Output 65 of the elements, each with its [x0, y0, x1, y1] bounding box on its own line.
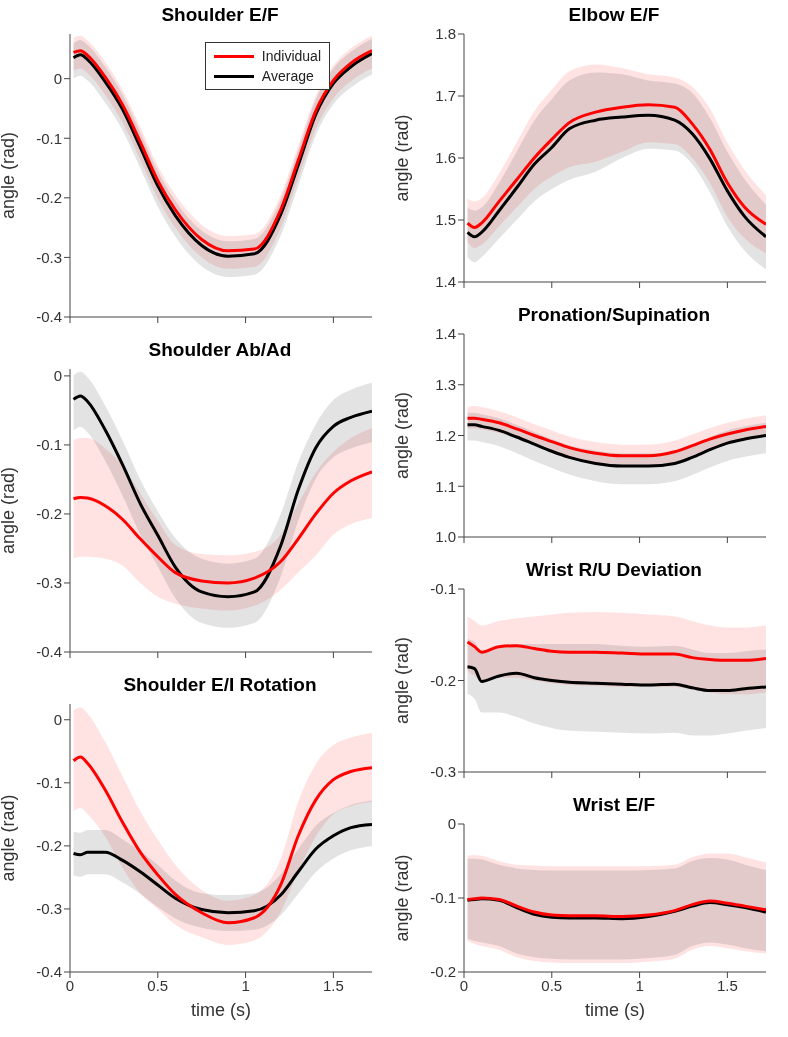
chart-title: Wrist E/F	[572, 794, 656, 816]
y-axis-title: angle (rad)	[392, 391, 413, 480]
x-tick-label: 1.5	[716, 976, 738, 994]
y-tick-label: 1.4	[435, 325, 456, 343]
line-series	[466, 640, 766, 662]
y-tick-label: 1.0	[435, 528, 456, 546]
chart-title: Pronation/Supination	[516, 304, 712, 326]
y-tick-label: -0.2	[36, 505, 62, 523]
y-tick-label: 0	[447, 815, 456, 833]
y-tick-label: 1.1	[435, 477, 456, 495]
y-tick-label: -0.2	[36, 189, 62, 207]
y-tick-label: -0.3	[36, 900, 62, 918]
y-tick-label: -0.4	[36, 963, 62, 981]
y-tick-label: -0.4	[36, 643, 62, 661]
line-series	[72, 755, 372, 925]
y-tick-label: -0.1	[36, 774, 62, 792]
line-series	[466, 423, 766, 468]
line-series	[72, 822, 372, 915]
legend-label: Individual	[261, 47, 321, 66]
x-tick-label: 0	[65, 976, 75, 994]
y-tick-label: 0	[53, 367, 62, 385]
x-tick-label: 0.5	[147, 976, 169, 994]
y-axis-title: angle (rad)	[392, 114, 413, 202]
y-tick-label: 1.2	[435, 426, 456, 444]
y-tick-label: 1.3	[435, 376, 456, 394]
y-tick-label: -0.1	[36, 436, 62, 454]
line-series	[466, 416, 766, 458]
chart-title: Elbow E/F	[567, 4, 661, 26]
y-tick-label: -0.2	[36, 837, 62, 855]
y-tick-label: -0.2	[430, 963, 456, 981]
y-tick-label: 1.4	[435, 273, 456, 291]
x-axis-title: time (s)	[191, 1000, 251, 1020]
x-tick-label: 0.5	[541, 976, 563, 994]
x-tick-label: 0	[459, 976, 469, 994]
y-tick-label: 1.7	[435, 87, 456, 105]
line-series	[72, 470, 372, 585]
y-tick-label: -0.3	[36, 574, 62, 592]
chart-title: Wrist R/U Deviation	[525, 559, 703, 581]
y-tick-label: 0	[53, 70, 62, 88]
y-tick-label: -0.1	[36, 129, 62, 147]
y-tick-label: 1.5	[435, 211, 456, 229]
x-tick-label: 1	[635, 976, 644, 994]
y-axis-title: angle (rad)	[0, 794, 19, 882]
chart-title: Shoulder E/I Rotation	[122, 674, 318, 696]
line-series	[466, 665, 766, 693]
line-series	[72, 394, 372, 599]
y-tick-label: -0.4	[36, 308, 62, 326]
y-tick-label: -0.2	[430, 671, 456, 689]
y-axis-title: angle (rad)	[392, 854, 413, 942]
x-axis-title: time (s)	[585, 1000, 645, 1020]
y-tick-label: -0.1	[430, 580, 456, 598]
y-tick-label: -0.3	[430, 763, 456, 781]
chart-title: Shoulder E/F	[160, 4, 280, 26]
legend-label: Average	[261, 67, 314, 86]
y-tick-label: -0.3	[36, 248, 62, 266]
y-axis-title: angle (rad)	[392, 636, 413, 725]
y-axis-title: angle (rad)	[0, 466, 19, 555]
y-tick-label: 1.6	[435, 149, 456, 167]
x-tick-label: 1.5	[322, 976, 344, 994]
x-tick-label: 1	[241, 976, 250, 994]
y-tick-label: 1.8	[435, 25, 456, 43]
y-tick-label: 0	[53, 711, 62, 729]
y-tick-label: -0.1	[430, 889, 456, 907]
y-axis-title: angle (rad)	[0, 131, 19, 220]
chart-title: Shoulder Ab/Ad	[147, 339, 293, 361]
